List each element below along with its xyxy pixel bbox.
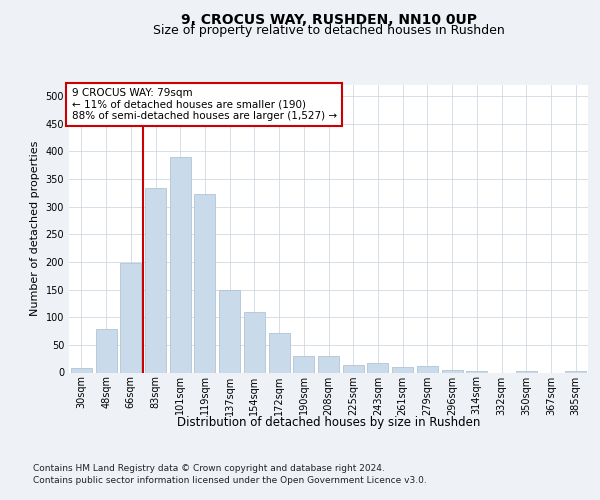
Text: Distribution of detached houses by size in Rushden: Distribution of detached houses by size … xyxy=(177,416,481,429)
Bar xyxy=(170,157,191,372)
Bar xyxy=(516,371,537,372)
Bar xyxy=(269,332,290,372)
Bar xyxy=(442,370,463,372)
Bar xyxy=(466,371,487,372)
Bar xyxy=(95,330,116,372)
Text: 9, CROCUS WAY, RUSHDEN, NN10 0UP: 9, CROCUS WAY, RUSHDEN, NN10 0UP xyxy=(181,12,477,26)
Bar xyxy=(565,371,586,372)
Text: 9 CROCUS WAY: 79sqm
← 11% of detached houses are smaller (190)
88% of semi-detac: 9 CROCUS WAY: 79sqm ← 11% of detached ho… xyxy=(71,88,337,121)
Bar xyxy=(120,263,141,372)
Y-axis label: Number of detached properties: Number of detached properties xyxy=(30,141,40,316)
Text: Size of property relative to detached houses in Rushden: Size of property relative to detached ho… xyxy=(153,24,505,37)
Bar xyxy=(71,368,92,372)
Bar xyxy=(392,367,413,372)
Bar xyxy=(417,366,438,372)
Bar xyxy=(244,312,265,372)
Bar xyxy=(194,194,215,372)
Text: Contains HM Land Registry data © Crown copyright and database right 2024.: Contains HM Land Registry data © Crown c… xyxy=(33,464,385,473)
Bar xyxy=(145,188,166,372)
Bar xyxy=(318,356,339,372)
Bar xyxy=(293,356,314,372)
Bar xyxy=(343,366,364,372)
Bar xyxy=(219,290,240,372)
Bar xyxy=(367,362,388,372)
Text: Contains public sector information licensed under the Open Government Licence v3: Contains public sector information licen… xyxy=(33,476,427,485)
